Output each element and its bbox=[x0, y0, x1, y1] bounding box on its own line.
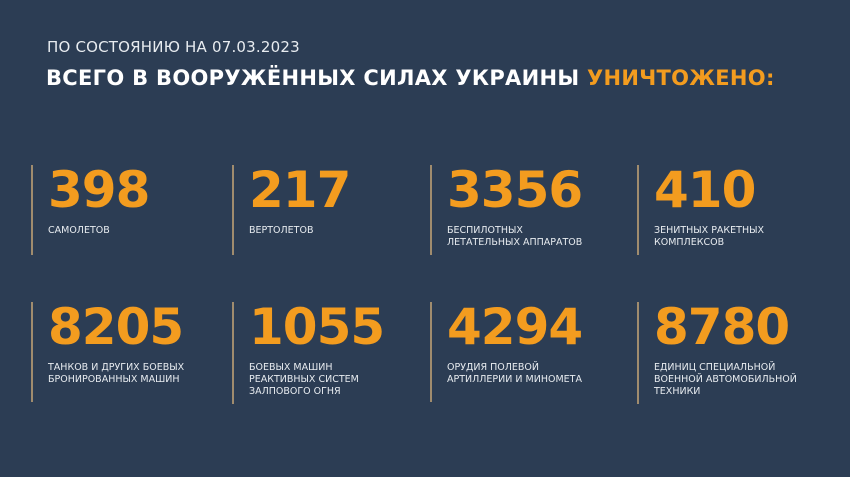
page-title: ВСЕГО В ВООРУЖЁННЫХ СИЛАХ УКРАИНЫ УНИЧТО… bbox=[46, 66, 775, 90]
stat-artillery: 4294 ОРУДИЯ ПОЛЕВОЙ АРТИЛЛЕРИИ И МИНОМЕТА bbox=[430, 298, 583, 402]
stat-mlrs: 1055 БОЕВЫХ МАШИН РЕАКТИВНЫХ СИСТЕМ ЗАЛПО… bbox=[232, 298, 385, 404]
stat-label: ОРУДИЯ ПОЛЕВОЙ АРТИЛЛЕРИИ И МИНОМЕТА bbox=[447, 362, 582, 385]
stat-helicopters: 217 ВЕРТОЛЕТОВ bbox=[232, 161, 351, 255]
stat-value: 217 bbox=[249, 161, 351, 219]
stat-value: 4294 bbox=[447, 298, 583, 356]
stat-value: 8780 bbox=[654, 298, 790, 356]
stat-value: 410 bbox=[654, 161, 756, 219]
stat-label: ТАНКОВ И ДРУГИХ БОЕВЫХ БРОНИРОВАННЫХ МАШ… bbox=[48, 362, 185, 385]
stat-value: 3356 bbox=[447, 161, 583, 219]
stat-value: 8205 bbox=[48, 298, 184, 356]
stat-value: 1055 bbox=[249, 298, 385, 356]
stat-label: БОЕВЫХ МАШИН РЕАКТИВНЫХ СИСТЕМ ЗАЛПОВОГО… bbox=[249, 362, 359, 397]
stat-label: ЗЕНИТНЫХ РАКЕТНЫХ КОМПЛЕКСОВ bbox=[654, 225, 765, 248]
stat-sam: 410 ЗЕНИТНЫХ РАКЕТНЫХ КОМПЛЕКСОВ bbox=[637, 165, 764, 255]
stat-label: БЕСПИЛОТНЫХ ЛЕТАТЕЛЬНЫХ АППАРАТОВ bbox=[447, 225, 583, 248]
title-main: ВСЕГО В ВООРУЖЁННЫХ СИЛАХ УКРАИНЫ bbox=[46, 66, 587, 90]
stat-tanks: 8205 ТАНКОВ И ДРУГИХ БОЕВЫХ БРОНИРОВАННЫХ… bbox=[31, 302, 184, 402]
stat-uav: 3356 БЕСПИЛОТНЫХ ЛЕТАТЕЛЬНЫХ АППАРАТОВ bbox=[430, 161, 583, 255]
stat-vehicles: 8780 ЕДИНИЦ СПЕЦИАЛЬНОЙ ВОЕННОЙ АВТОМОБИЛ… bbox=[637, 302, 797, 404]
stat-aircraft: 398 САМОЛЕТОВ bbox=[31, 161, 150, 255]
stat-label: САМОЛЕТОВ bbox=[48, 225, 110, 236]
title-highlight: УНИЧТОЖЕНО: bbox=[586, 66, 775, 90]
stat-value: 398 bbox=[48, 161, 150, 219]
date-line: ПО СОСТОЯНИЮ НА 07.03.2023 bbox=[47, 38, 300, 56]
stat-label: ВЕРТОЛЕТОВ bbox=[249, 225, 314, 236]
stat-label: ЕДИНИЦ СПЕЦИАЛЬНОЙ ВОЕННОЙ АВТОМОБИЛЬНОЙ… bbox=[654, 362, 797, 397]
